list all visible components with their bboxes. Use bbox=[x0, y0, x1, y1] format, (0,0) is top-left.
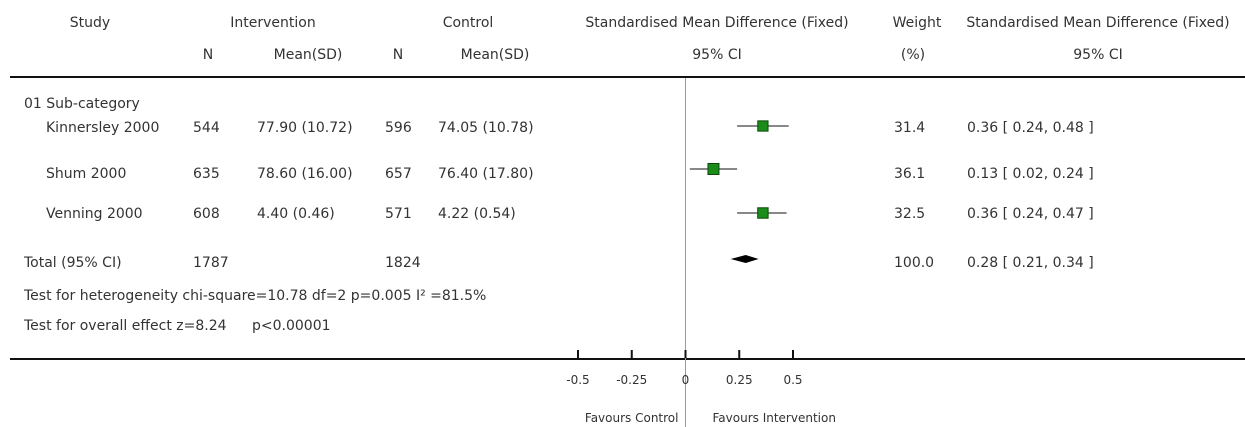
header-control: Control bbox=[442, 15, 494, 31]
header-n-control: N bbox=[392, 47, 404, 63]
heterogeneity-test: Test for heterogeneity chi-square=10.78 … bbox=[24, 288, 487, 304]
tick-label: -0.5 bbox=[566, 373, 589, 387]
header-smd-plot: Standardised Mean Difference (Fixed) bbox=[585, 15, 849, 31]
header-weight: Weight bbox=[892, 15, 942, 31]
ci-text: 0.13 [ 0.02, 0.24 ] bbox=[967, 166, 1094, 182]
favours-control-label: Favours Control bbox=[585, 411, 679, 425]
mean-intervention: 78.60 (16.00) bbox=[257, 166, 353, 182]
header-ci-plot: 95% CI bbox=[692, 47, 742, 63]
bottom-rule bbox=[10, 358, 1245, 360]
header-smd-text: Standardised Mean Difference (Fixed) bbox=[966, 15, 1230, 31]
n-intervention: 608 bbox=[193, 206, 220, 222]
n-intervention: 544 bbox=[193, 120, 220, 136]
total-ci-text: 0.28 [ 0.21, 0.34 ] bbox=[967, 255, 1094, 271]
study-name: Shum 2000 bbox=[46, 166, 127, 182]
effect-square bbox=[757, 120, 769, 132]
mean-control: 4.22 (0.54) bbox=[438, 206, 516, 222]
study-name: Kinnersley 2000 bbox=[46, 120, 160, 136]
top-rule bbox=[10, 76, 1245, 78]
header-intervention: Intervention bbox=[230, 15, 316, 31]
effect-square bbox=[757, 207, 769, 219]
header-study: Study bbox=[69, 15, 111, 31]
total-n-intervention: 1787 bbox=[193, 255, 229, 271]
favours-intervention-label: Favours Intervention bbox=[713, 411, 836, 425]
weight-value: 32.5 bbox=[894, 206, 926, 222]
tick-label: 0.25 bbox=[726, 373, 753, 387]
tick-label: 0 bbox=[682, 373, 690, 387]
overall-effect-test: Test for overall effect z=8.24 bbox=[24, 318, 227, 334]
n-control: 657 bbox=[385, 166, 412, 182]
subcategory-label: 01 Sub-category bbox=[24, 96, 140, 112]
header-n-intervention: N bbox=[202, 47, 214, 63]
total-weight: 100.0 bbox=[894, 255, 935, 271]
n-intervention: 635 bbox=[193, 166, 220, 182]
header-weight-unit: (%) bbox=[900, 47, 926, 63]
weight-value: 36.1 bbox=[894, 166, 926, 182]
mean-control: 76.40 (17.80) bbox=[438, 166, 534, 182]
header-mean-control: Mean(SD) bbox=[460, 47, 530, 63]
ci-text: 0.36 [ 0.24, 0.47 ] bbox=[967, 206, 1094, 222]
ci-text: 0.36 [ 0.24, 0.48 ] bbox=[967, 120, 1094, 136]
total-label: Total (95% CI) bbox=[24, 255, 122, 271]
tick-label: -0.25 bbox=[616, 373, 647, 387]
mean-control: 74.05 (10.78) bbox=[438, 120, 534, 136]
header-ci-text: 95% CI bbox=[1073, 47, 1123, 63]
mean-intervention: 4.40 (0.46) bbox=[257, 206, 335, 222]
header-mean-intervention: Mean(SD) bbox=[273, 47, 343, 63]
total-n-control: 1824 bbox=[385, 255, 421, 271]
overall-effect-p: p<0.00001 bbox=[252, 318, 331, 334]
n-control: 571 bbox=[385, 206, 412, 222]
effect-square bbox=[707, 163, 720, 175]
mean-intervention: 77.90 (10.72) bbox=[257, 120, 353, 136]
pooled-diamond bbox=[730, 255, 759, 263]
n-control: 596 bbox=[385, 120, 412, 136]
tick-label: 0.5 bbox=[783, 373, 802, 387]
weight-value: 31.4 bbox=[894, 120, 926, 136]
study-name: Venning 2000 bbox=[46, 206, 143, 222]
